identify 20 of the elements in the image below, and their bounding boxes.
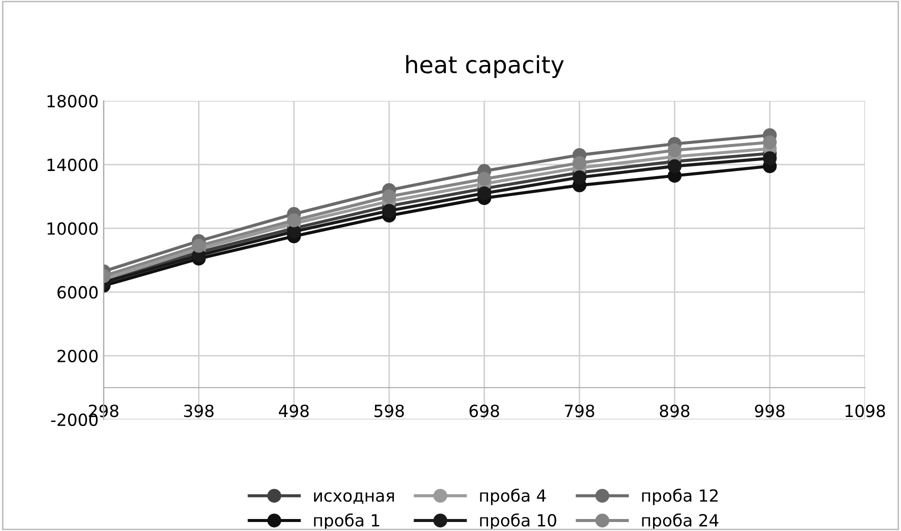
x-tick-label: 998 — [754, 404, 785, 418]
y-tick-label: 10000 — [48, 222, 98, 235]
x-tick-label: 598 — [374, 404, 404, 418]
legend-label: проба 4 — [480, 488, 546, 506]
chart-title: heat capacity — [406, 55, 564, 78]
x-tick-label: 398 — [184, 404, 214, 418]
y-tick-label: 14000 — [48, 158, 98, 172]
x-tick-label: 498 — [278, 404, 309, 418]
legend-label: проба 12 — [642, 488, 718, 506]
x-tick-label: 798 — [564, 404, 594, 418]
legend-label: проба 1 — [314, 513, 380, 530]
legend-label: проба 10 — [480, 513, 556, 530]
x-tick-label: 698 — [470, 404, 500, 418]
x-tick-label: 1098 — [846, 404, 886, 418]
x-tick-label: 898 — [660, 404, 690, 418]
y-tick-label: 18000 — [48, 94, 98, 108]
y-tick-label: 6000 — [58, 286, 98, 299]
legend-label: исходная — [314, 492, 394, 504]
legend-label: проба 24 — [642, 513, 718, 530]
y-tick-label: 2000 — [58, 350, 98, 362]
